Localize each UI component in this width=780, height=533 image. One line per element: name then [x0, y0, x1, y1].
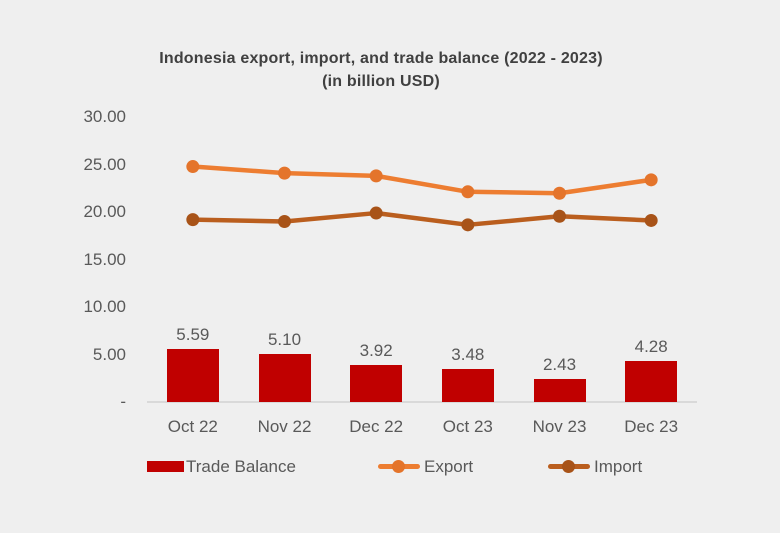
export-point: [278, 166, 291, 180]
bar-value-label: 5.10: [267, 329, 302, 349]
x-axis-category-label: Oct 22: [167, 417, 218, 436]
export-point: [186, 160, 200, 174]
legend-label-export: Export: [424, 457, 474, 476]
trade-balance-bar: [258, 353, 311, 402]
x-axis-category-label: Dec 23: [624, 417, 679, 436]
import-point: [553, 209, 566, 223]
export-point: [553, 186, 566, 200]
import-point: [278, 215, 291, 229]
legend-marker-import-dot: [562, 460, 575, 473]
x-axis-category-label: Dec 22: [349, 417, 404, 436]
x-axis-category-label: Nov 22: [257, 417, 312, 436]
x-axis-category-label: Nov 23: [532, 417, 587, 436]
trade-balance-bar: [350, 364, 403, 402]
bar-value-label: 4.28: [634, 337, 668, 357]
y-axis-tick-label: 20.00: [83, 202, 126, 222]
export-point: [461, 185, 475, 199]
y-axis-tick-label: -: [120, 392, 126, 411]
trade-balance-bar: [625, 361, 678, 402]
legend-label-trade-balance: Trade Balance: [186, 457, 296, 476]
bar-value-label: 3.48: [451, 344, 485, 364]
legend-marker-export-dot: [392, 460, 405, 473]
export-line: [190, 164, 654, 196]
y-axis-tick-label: 30.00: [83, 107, 126, 127]
import-point: [461, 218, 475, 232]
export-point: [644, 173, 658, 187]
export-point: [369, 169, 383, 183]
trade-balance-bar: [533, 378, 586, 402]
y-axis-tick-label: 15.00: [83, 249, 126, 269]
bar-value-label: 5.59: [176, 324, 210, 344]
y-axis-tick-label: 5.00: [92, 344, 126, 364]
import-point: [369, 206, 383, 220]
import-point: [186, 213, 200, 227]
y-axis-tick-label: 25.00: [83, 154, 126, 174]
bar-value-label: 2.43: [542, 354, 577, 374]
trade-balance-bar: [441, 368, 494, 402]
import-point: [644, 213, 658, 227]
chart-title-line1: Indonesia export, import, and trade bala…: [159, 50, 603, 67]
x-axis-baseline: [147, 401, 697, 403]
trade-balance-bar: [166, 348, 219, 402]
bar-value-label: 3.92: [359, 340, 393, 360]
legend-label-import: Import: [594, 457, 643, 476]
legend-swatch-trade-balance: [147, 461, 184, 472]
chart-title-line2: (in billion USD): [322, 73, 440, 90]
import-line: [190, 210, 654, 228]
y-axis-tick-label: 10.00: [83, 297, 126, 317]
x-axis-category-label: Oct 23: [442, 417, 493, 436]
